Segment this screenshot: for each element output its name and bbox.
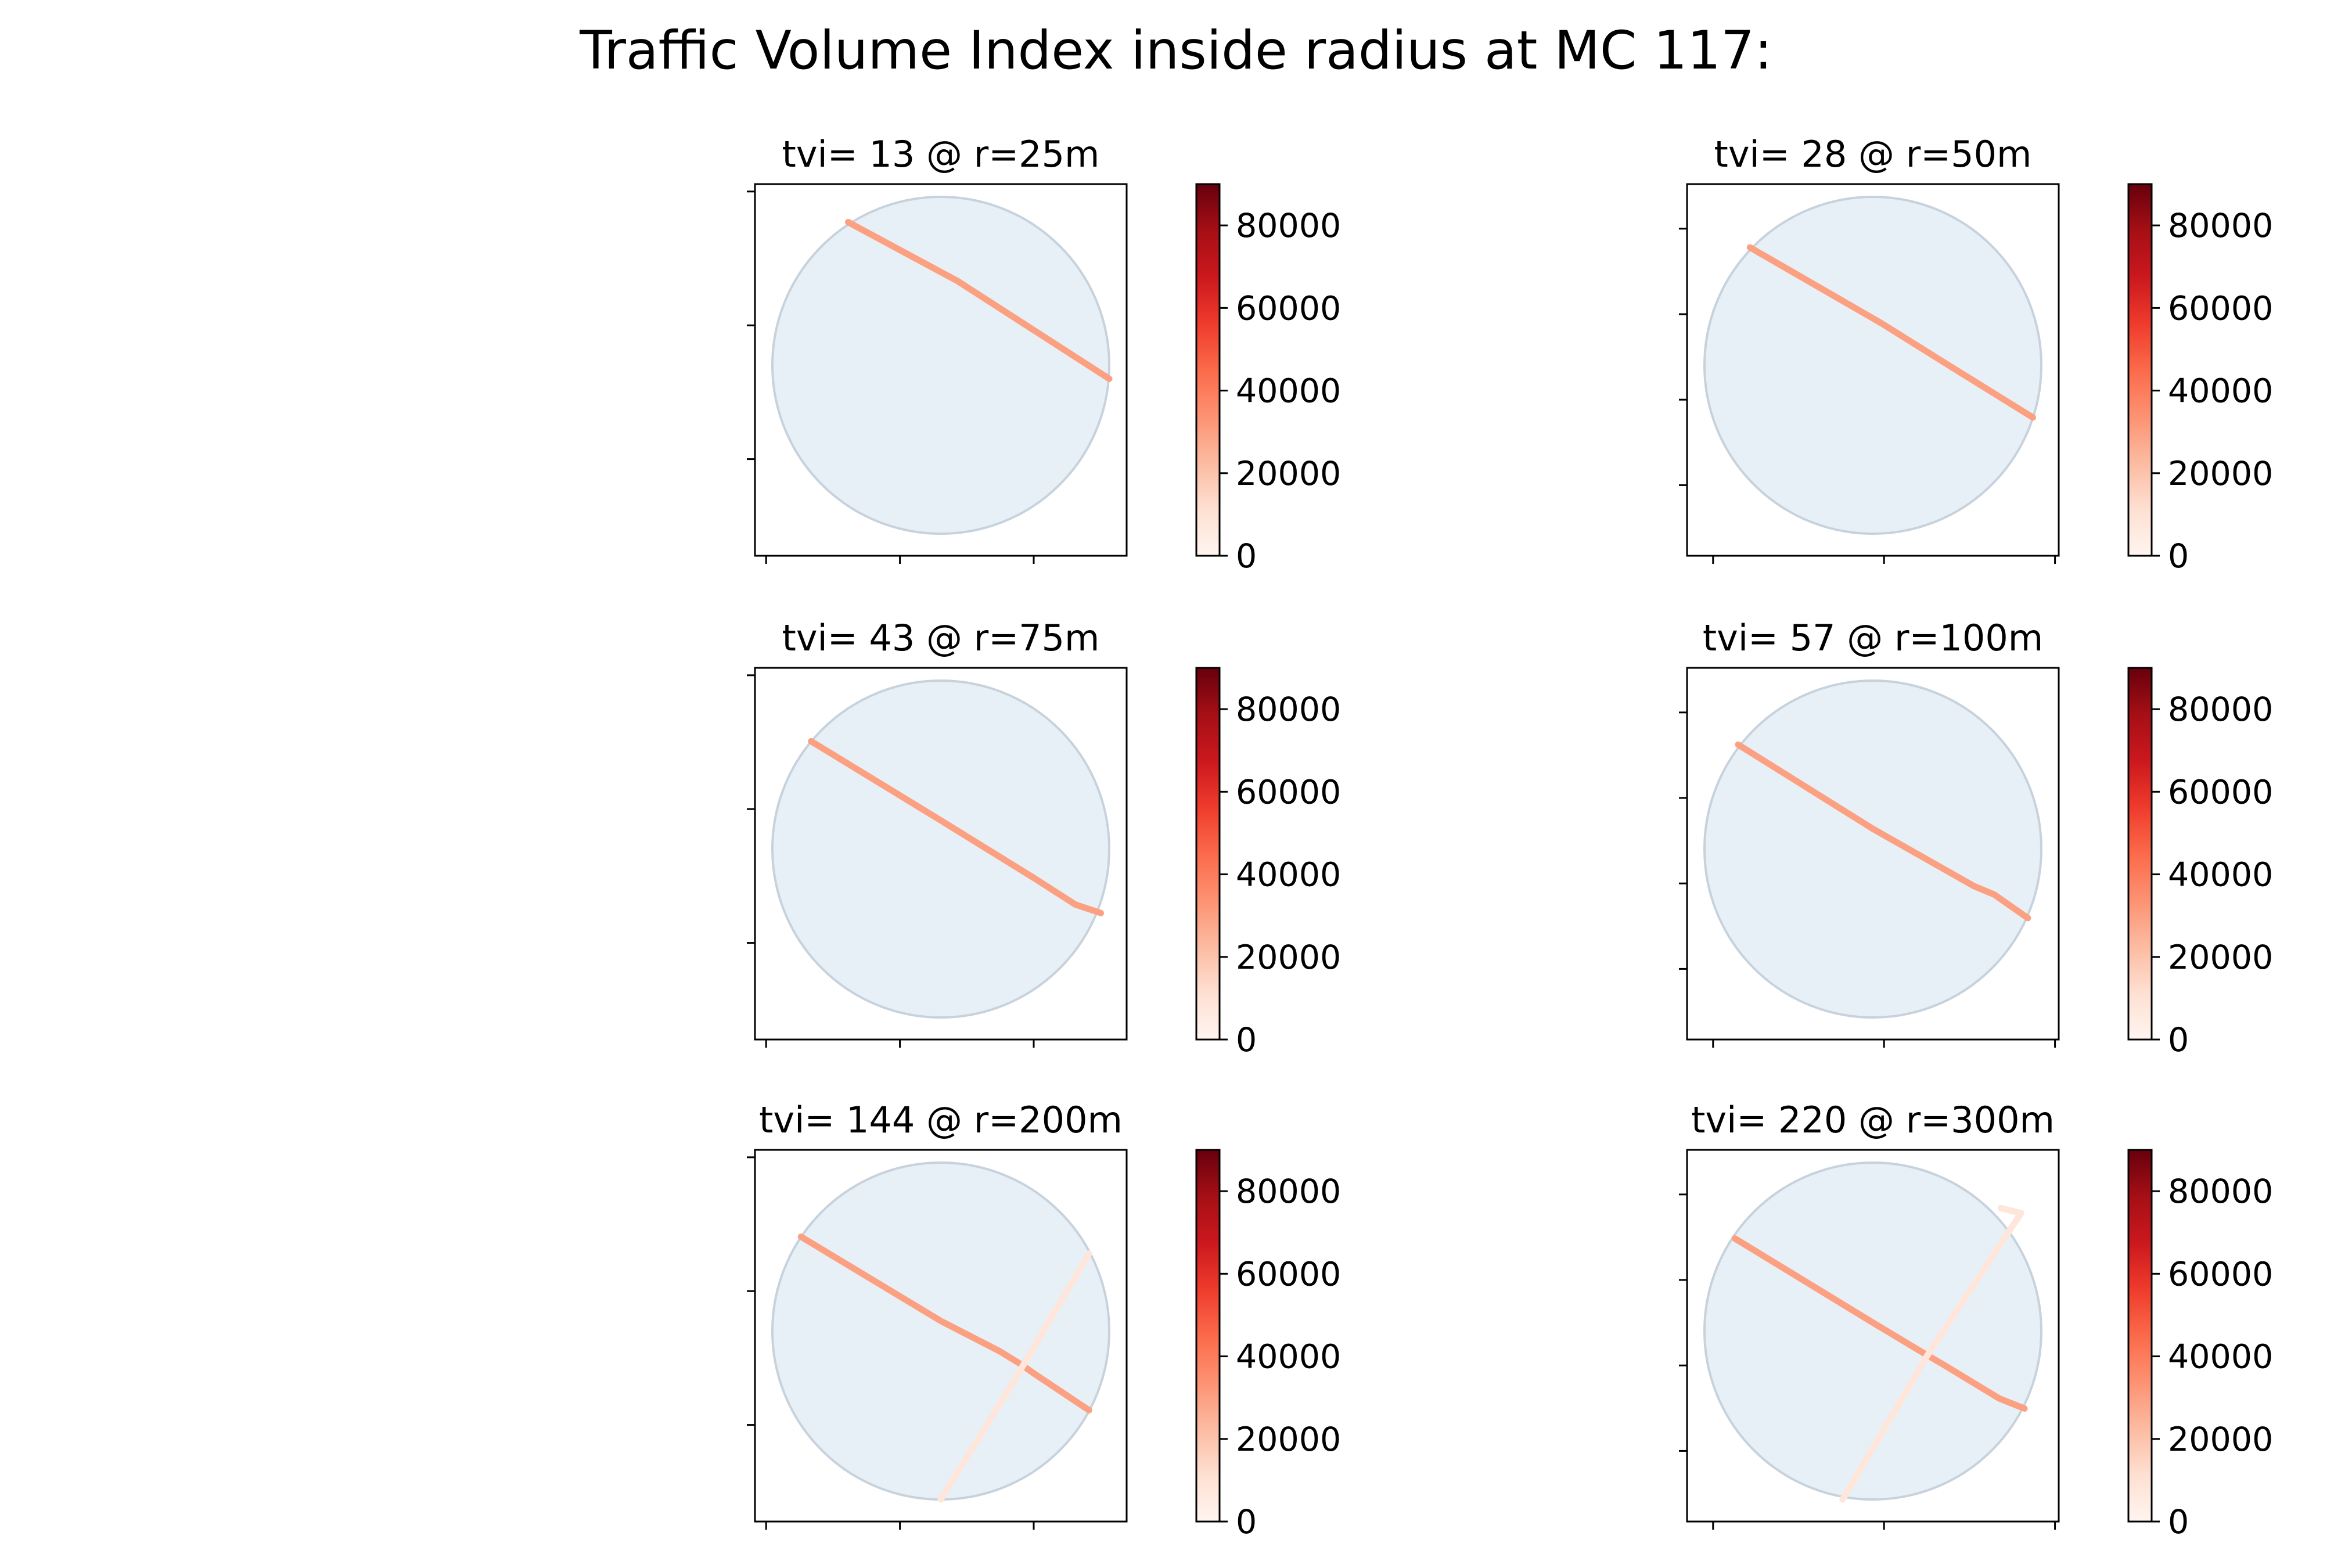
figure-title: Traffic Volume Index inside radius at MC… bbox=[579, 20, 1772, 81]
colorbar-tick-label: 60000 bbox=[2168, 1255, 2273, 1293]
road-segment bbox=[1731, 1235, 2028, 1412]
colorbar bbox=[2127, 183, 2153, 557]
colorbar-tick-label: 20000 bbox=[2168, 1420, 2273, 1459]
colorbar-tick-label: 60000 bbox=[2168, 773, 2273, 811]
panel-grid: tvi= 13 @ r=25m020000400006000080000tvi=… bbox=[747, 133, 2273, 1541]
panel-title: tvi= 220 @ r=300m bbox=[1691, 1099, 2055, 1141]
colorbar-tick-label: 80000 bbox=[2168, 207, 2273, 245]
radius-buffer bbox=[771, 679, 1110, 1019]
colorbar-tick-label: 40000 bbox=[1236, 372, 1341, 411]
radius-buffer bbox=[1703, 1161, 2042, 1501]
colorbar-tick-label: 40000 bbox=[1236, 1338, 1341, 1376]
axes-frame bbox=[754, 183, 1128, 557]
colorbar-tick-label: 0 bbox=[2168, 1021, 2189, 1059]
axes-frame bbox=[1686, 183, 2060, 557]
radius-buffer bbox=[771, 196, 1110, 535]
colorbar-tick-label: 0 bbox=[2168, 1503, 2189, 1541]
colorbar-tick-label: 40000 bbox=[2168, 372, 2273, 411]
radius-buffer bbox=[1703, 679, 2042, 1019]
colorbar-tick-label: 20000 bbox=[2168, 938, 2273, 977]
colorbar-tick-label: 0 bbox=[1236, 537, 1257, 576]
colorbar-tick-label: 20000 bbox=[2168, 455, 2273, 493]
panel-title: tvi= 28 @ r=50m bbox=[1714, 133, 2032, 175]
colorbar-tick-label: 20000 bbox=[1236, 1420, 1341, 1459]
colorbar-tick-label: 80000 bbox=[2168, 691, 2273, 729]
road-segment bbox=[1735, 741, 2031, 922]
map-panel: tvi= 144 @ r=200m 0 20000 40000 60000 80000 bbox=[747, 1099, 1341, 1541]
colorbar-tick-label: 20000 bbox=[1236, 938, 1341, 977]
colorbar-tick-label: 80000 bbox=[2168, 1173, 2273, 1211]
radius-buffer bbox=[771, 1161, 1110, 1501]
colorbar-tick-label: 0 bbox=[2168, 537, 2189, 576]
axes-frame bbox=[1686, 667, 2060, 1041]
map-panel: tvi= 220 @ r=300m 0 20000 40000 60000 80000 bbox=[1679, 1099, 2273, 1541]
road-segment bbox=[808, 738, 1104, 916]
colorbar bbox=[1195, 183, 1221, 557]
road-segment bbox=[937, 1250, 1092, 1503]
panel-title: tvi= 144 @ r=200m bbox=[759, 1099, 1123, 1141]
colorbar-tick-label: 80000 bbox=[1236, 1173, 1341, 1211]
road-segment bbox=[1839, 1204, 2024, 1503]
map-panel: tvi= 13 @ r=25m 0 20000 40000 60000 80000 bbox=[747, 133, 1341, 576]
panel-title: tvi= 43 @ r=75m bbox=[782, 617, 1100, 659]
colorbar-tick-label: 80000 bbox=[1236, 207, 1341, 245]
colorbar-tick-label: 40000 bbox=[2168, 856, 2273, 894]
road-segment bbox=[797, 1233, 1092, 1414]
axes-frame bbox=[754, 667, 1128, 1041]
colorbar-tick-label: 40000 bbox=[1236, 856, 1341, 894]
axes-frame bbox=[1686, 1149, 2060, 1523]
colorbar-tick-label: 60000 bbox=[1236, 1255, 1341, 1293]
colorbar bbox=[2127, 1149, 2153, 1523]
radius-buffer bbox=[1703, 196, 2042, 535]
colorbar bbox=[1195, 667, 1221, 1041]
colorbar-tick-label: 0 bbox=[1236, 1021, 1257, 1059]
map-panel: tvi= 28 @ r=50m 0 20000 40000 60000 80000 bbox=[1679, 133, 2273, 576]
road-segment bbox=[845, 219, 1113, 382]
colorbar-tick-label: 60000 bbox=[2168, 289, 2273, 328]
colorbar-tick-label: 60000 bbox=[1236, 289, 1341, 328]
panel-title: tvi= 13 @ r=25m bbox=[782, 133, 1100, 175]
colorbar bbox=[2127, 667, 2153, 1041]
colorbar-tick-label: 0 bbox=[1236, 1503, 1257, 1541]
axes-frame bbox=[754, 1149, 1128, 1523]
colorbar-tick-label: 20000 bbox=[1236, 455, 1341, 493]
colorbar bbox=[1195, 1149, 1221, 1523]
colorbar-tick-label: 60000 bbox=[1236, 773, 1341, 811]
panel-title: tvi= 57 @ r=100m bbox=[1703, 617, 2043, 659]
colorbar-tick-label: 40000 bbox=[2168, 1338, 2273, 1376]
colorbar-tick-label: 80000 bbox=[1236, 691, 1341, 729]
road-segment bbox=[1746, 244, 2036, 421]
map-panel: tvi= 43 @ r=75m 0 20000 40000 60000 80000 bbox=[747, 617, 1341, 1059]
map-panel: tvi= 57 @ r=100m 0 20000 40000 60000 80000 bbox=[1679, 617, 2273, 1059]
